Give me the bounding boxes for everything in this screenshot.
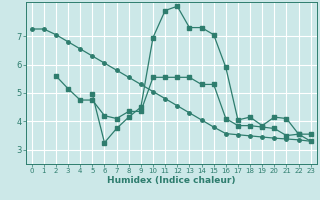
X-axis label: Humidex (Indice chaleur): Humidex (Indice chaleur) (107, 176, 236, 185)
